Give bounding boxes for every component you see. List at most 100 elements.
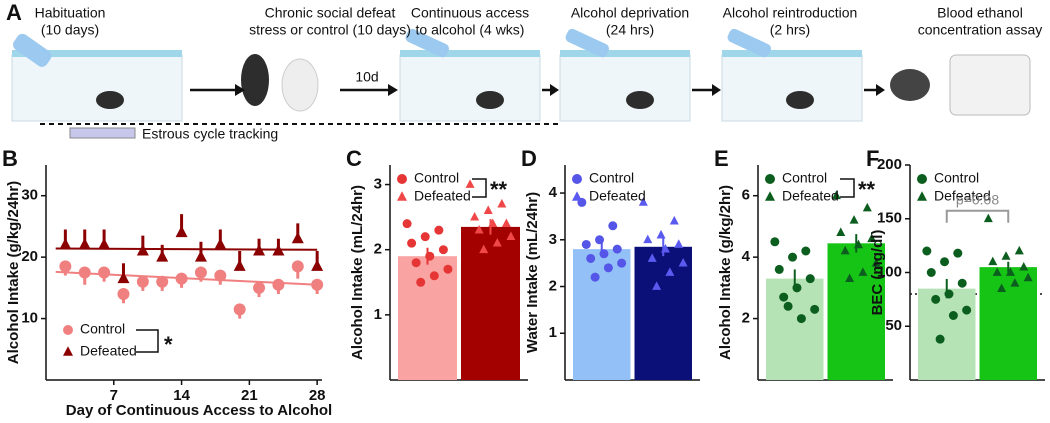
x-tick-label: 28 bbox=[309, 387, 326, 404]
marker bbox=[770, 237, 780, 247]
bar bbox=[398, 256, 457, 380]
marker bbox=[272, 278, 285, 291]
legend-label: Control bbox=[80, 321, 125, 337]
y-axis-title: Alcohol Intake (mL/24hr) bbox=[349, 185, 366, 360]
marker bbox=[425, 251, 435, 261]
step-label: Habituation bbox=[35, 5, 106, 21]
marker bbox=[849, 215, 859, 224]
step-label: stress or control (10 days) bbox=[249, 22, 411, 38]
marker bbox=[944, 289, 954, 299]
marker bbox=[805, 274, 815, 284]
marker bbox=[783, 301, 793, 311]
marker bbox=[233, 303, 246, 316]
y-tick-label: 20 bbox=[21, 248, 38, 265]
schematic-art bbox=[11, 28, 1031, 139]
marker bbox=[845, 273, 855, 283]
y-axis-title: Water Intake (mL/24hr) bbox=[524, 192, 541, 353]
y-tick-label: 200 bbox=[877, 156, 902, 173]
legend-label: Defeated bbox=[934, 188, 991, 204]
y-tick-label: 100 bbox=[877, 263, 902, 280]
step-label: Alcohol reintroduction bbox=[723, 5, 858, 21]
marker bbox=[858, 267, 868, 276]
marker bbox=[402, 219, 412, 229]
marker bbox=[470, 211, 480, 221]
marker bbox=[926, 268, 936, 277]
panel-letter: C bbox=[346, 146, 362, 171]
y-axis-title: BEC (mg/dl) bbox=[869, 230, 886, 316]
marker bbox=[656, 229, 666, 239]
legend-marker bbox=[765, 191, 775, 201]
marker bbox=[429, 271, 439, 281]
panel-letter: B bbox=[2, 146, 18, 171]
y-tick-label: 1 bbox=[549, 324, 557, 341]
step-label: (24 hrs) bbox=[606, 22, 654, 38]
marker bbox=[931, 294, 941, 304]
marker bbox=[836, 227, 846, 236]
legend-marker bbox=[917, 174, 927, 184]
marker bbox=[983, 213, 993, 223]
x-tick-label: 21 bbox=[241, 387, 258, 404]
marker bbox=[443, 264, 453, 274]
marker bbox=[678, 257, 688, 267]
x-tick-label: 14 bbox=[173, 387, 190, 404]
marker bbox=[501, 218, 511, 228]
bar bbox=[979, 267, 1037, 380]
marker bbox=[643, 234, 653, 244]
marker bbox=[411, 258, 421, 268]
panel-letter: E bbox=[714, 146, 729, 171]
marker bbox=[586, 253, 596, 263]
annotation: ** bbox=[858, 177, 876, 202]
annotation: ** bbox=[490, 177, 508, 202]
legend-marker bbox=[397, 174, 407, 184]
y-tick-label: 2 bbox=[374, 241, 382, 258]
marker bbox=[581, 239, 591, 249]
marker bbox=[1019, 261, 1029, 271]
marker bbox=[595, 235, 605, 245]
marker bbox=[434, 225, 444, 235]
marker bbox=[98, 237, 111, 250]
marker bbox=[438, 245, 448, 255]
x-tick-label: 7 bbox=[110, 387, 118, 404]
marker bbox=[59, 260, 72, 273]
marker bbox=[992, 267, 1002, 276]
marker bbox=[652, 281, 662, 290]
legend-label: Control bbox=[934, 170, 979, 186]
marker bbox=[810, 304, 820, 314]
marker bbox=[253, 244, 266, 256]
marker bbox=[465, 179, 475, 188]
bracket bbox=[945, 209, 1010, 223]
y-tick-label: 1 bbox=[374, 306, 382, 323]
legend-marker bbox=[572, 191, 582, 201]
marker bbox=[407, 238, 417, 248]
y-tick-label: 50 bbox=[885, 317, 902, 334]
marker bbox=[638, 197, 648, 206]
legend-marker bbox=[572, 174, 582, 184]
bar bbox=[461, 226, 520, 380]
marker bbox=[416, 277, 426, 287]
bar bbox=[766, 278, 824, 380]
marker bbox=[599, 249, 609, 259]
marker bbox=[483, 205, 493, 214]
legend-label: Defeated bbox=[80, 343, 137, 359]
marker bbox=[647, 253, 657, 262]
legend-label: Control bbox=[589, 170, 634, 186]
marker bbox=[948, 311, 958, 320]
marker bbox=[962, 305, 972, 315]
y-axis-title: Alcohol Intake (g/kg/24hr) bbox=[5, 181, 22, 364]
marker bbox=[953, 248, 963, 258]
legend-marker bbox=[397, 191, 407, 201]
marker bbox=[272, 244, 285, 256]
bar bbox=[634, 246, 692, 380]
y-tick-label: 3 bbox=[549, 231, 557, 248]
marker bbox=[488, 218, 498, 228]
step-label: to alcohol (4 wks) bbox=[416, 22, 525, 38]
legend-marker bbox=[917, 191, 927, 201]
marker bbox=[1001, 251, 1011, 260]
marker bbox=[1023, 272, 1033, 282]
x-axis-title: Day of Continuous Access to Alcohol bbox=[66, 402, 332, 419]
marker bbox=[774, 264, 784, 274]
y-tick-label: 30 bbox=[21, 187, 38, 204]
marker bbox=[997, 283, 1007, 292]
bar bbox=[918, 288, 976, 380]
marker bbox=[78, 266, 91, 279]
